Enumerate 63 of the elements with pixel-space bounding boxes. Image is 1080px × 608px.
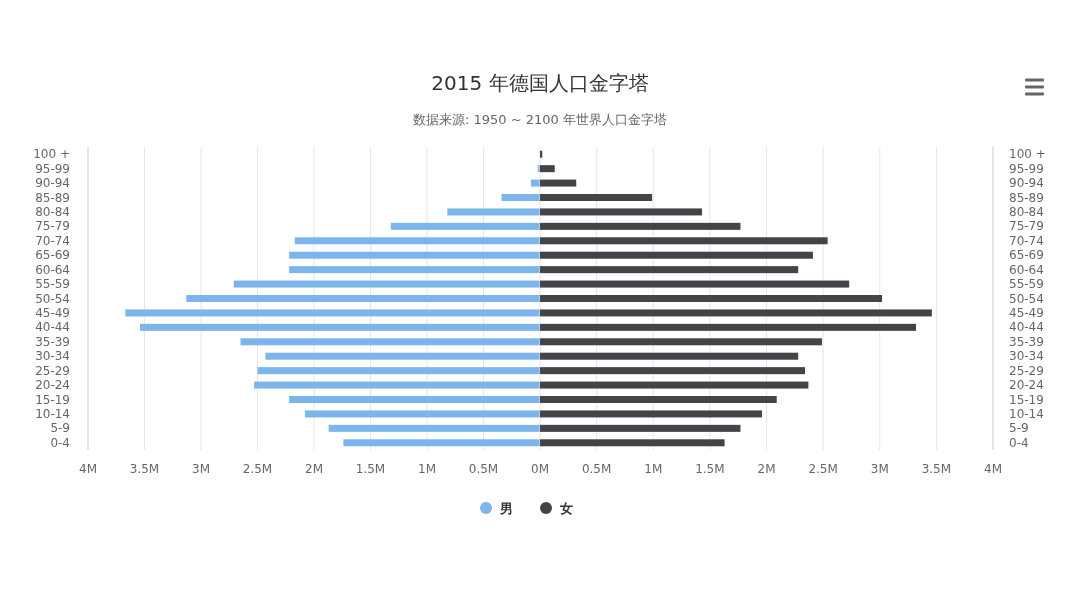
y-tick-label: 5-9 (50, 421, 70, 436)
legend-label: 男 (499, 501, 513, 516)
y-tick-label: 65-69 (1009, 248, 1044, 263)
x-tick-label: 1.5M (695, 462, 725, 476)
chart-subtitle: 数据来源: 1950 ~ 2100 年世界人口金字塔 (413, 112, 667, 127)
x-tick-label: 4M (79, 462, 97, 476)
x-tick-label: 2.5M (242, 462, 273, 476)
y-tick-label: 10-14 (1009, 406, 1044, 421)
y-tick-label: 90-94 (35, 176, 70, 191)
y-tick-label: 40-44 (1009, 320, 1044, 335)
y-tick-label: 20-24 (35, 378, 70, 393)
y-tick-label: 50-54 (35, 291, 70, 306)
x-tick-label: 3M (870, 462, 889, 476)
x-tick-label: 3.5M (129, 462, 160, 476)
y-tick-label: 90-94 (1009, 176, 1044, 191)
legend-label: 女 (559, 501, 573, 516)
y-tick-label: 25-29 (35, 363, 70, 378)
y-tick-label: 40-44 (35, 320, 70, 335)
y-tick-label: 55-59 (1009, 277, 1044, 292)
y-tick-label: 50-54 (1009, 291, 1044, 306)
y-tick-label: 10-14 (35, 406, 70, 421)
y-tick-label: 60-64 (35, 262, 70, 277)
x-tick-label: 4M (984, 462, 1002, 476)
y-tick-label: 75-79 (35, 219, 70, 234)
x-tick-label: 3.5M (921, 462, 952, 476)
y-tick-label: 80-84 (1009, 204, 1044, 219)
y-tick-label: 0-4 (50, 435, 70, 450)
y-tick-label: 60-64 (1009, 262, 1044, 277)
y-tick-label: 35-39 (35, 334, 70, 349)
y-tick-label: 55-59 (35, 277, 70, 292)
y-tick-label: 30-34 (1009, 349, 1044, 364)
y-tick-label: 100 + (33, 147, 70, 162)
y-tick-label: 45-49 (35, 305, 70, 320)
chart-title: 2015 年德国人口金字塔 (431, 71, 649, 95)
x-tick-label: 1M (644, 462, 663, 476)
x-tick-label: 3M (192, 462, 210, 476)
y-tick-label: 25-29 (1009, 363, 1044, 378)
x-tick-label: 1M (418, 462, 436, 476)
y-tick-label: 100 + (1009, 147, 1046, 162)
y-tick-label: 70-74 (1009, 233, 1044, 248)
y-tick-label: 15-19 (35, 392, 70, 407)
y-tick-label: 75-79 (1009, 219, 1044, 234)
x-tick-label: 1.5M (355, 462, 386, 476)
y-tick-label: 65-69 (35, 248, 70, 263)
y-tick-label: 20-24 (1009, 378, 1044, 393)
y-tick-label: 5-9 (1009, 421, 1029, 436)
y-tick-label: 85-89 (35, 190, 70, 205)
x-tick-label: 2M (305, 462, 323, 476)
y-tick-label: 30-34 (35, 349, 70, 364)
y-tick-label: 45-49 (1009, 305, 1044, 320)
x-tick-label: 0.5M (581, 462, 612, 476)
y-tick-label: 80-84 (35, 204, 70, 219)
x-tick-label: 0.5M (468, 462, 499, 476)
y-tick-label: 95-99 (35, 161, 70, 176)
x-tick-label: 2M (757, 462, 776, 476)
x-tick-label: 0M (531, 462, 549, 476)
y-tick-label: 15-19 (1009, 392, 1044, 407)
y-tick-label: 35-39 (1009, 334, 1044, 349)
y-tick-label: 70-74 (35, 233, 70, 248)
y-tick-label: 95-99 (1009, 161, 1044, 176)
y-tick-label: 0-4 (1009, 435, 1029, 450)
x-tick-label: 2.5M (808, 462, 838, 476)
y-tick-label: 85-89 (1009, 190, 1044, 205)
